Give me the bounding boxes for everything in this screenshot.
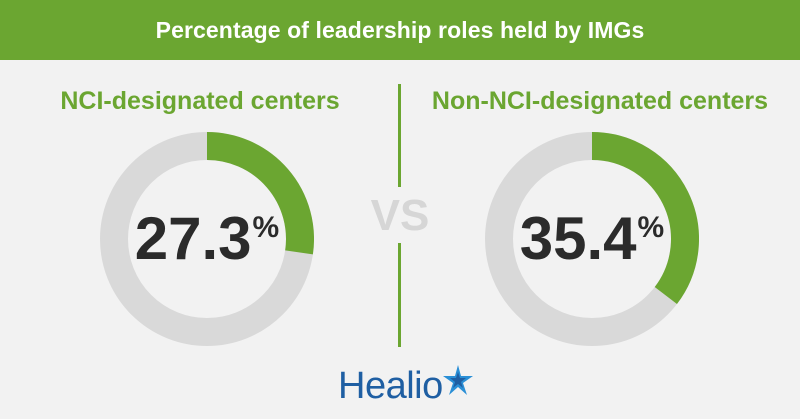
healio-logo: Healio [338, 364, 478, 408]
donut-value-left: 27.3 % [100, 132, 314, 346]
donut-arc-right [591, 132, 699, 305]
chart-title: Percentage of leadership roles held by I… [155, 16, 645, 43]
star-icon [443, 365, 473, 395]
divider-top [398, 84, 401, 187]
divider-bottom [398, 243, 401, 347]
value-unit-right: % [637, 211, 665, 244]
donut-chart-right: 35.4 % [485, 132, 699, 346]
left-panel-title: NCI-designated centers [60, 87, 340, 115]
value-unit-left: % [252, 211, 280, 244]
donut-chart-left: 27.3 % [100, 132, 314, 346]
vs-label: VS [370, 191, 430, 240]
value-number-left: 27.3 [134, 205, 252, 272]
donut-svg-right [485, 132, 699, 346]
right-panel-title: Non-NCI-designated centers [431, 87, 769, 115]
donut-svg-left [100, 132, 314, 346]
logo-text: Healio [338, 365, 443, 407]
title-banner: Percentage of leadership roles held by I… [0, 0, 800, 60]
donut-arc-left [206, 132, 314, 255]
donut-value-right: 35.4 % [485, 132, 699, 346]
value-number-right: 35.4 [519, 205, 637, 272]
